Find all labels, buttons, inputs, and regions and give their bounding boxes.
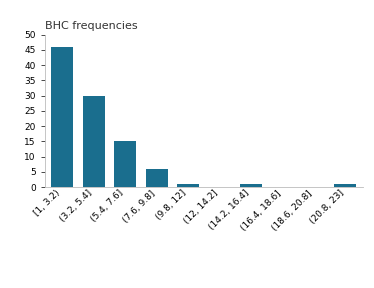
Bar xyxy=(177,184,199,187)
Bar xyxy=(334,184,356,187)
Bar xyxy=(145,169,168,187)
Bar xyxy=(240,184,262,187)
Bar xyxy=(114,141,136,187)
Bar xyxy=(83,96,105,187)
Text: BHC frequencies: BHC frequencies xyxy=(45,21,138,31)
Bar xyxy=(51,47,73,187)
